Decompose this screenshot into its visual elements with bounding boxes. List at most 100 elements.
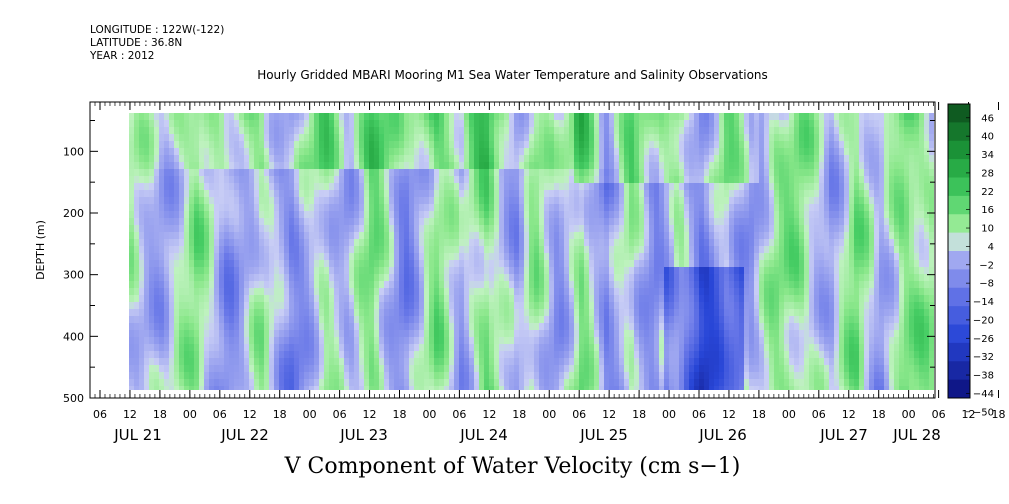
heatmap-cell (349, 281, 355, 289)
heatmap-cell (509, 211, 515, 219)
heatmap-cell (414, 274, 420, 282)
heatmap-cell (544, 288, 550, 296)
heatmap-cell (599, 176, 605, 184)
heatmap-cell (514, 358, 520, 366)
heatmap-cell (494, 113, 500, 121)
heatmap-cell (504, 386, 510, 390)
heatmap-cell (654, 190, 660, 198)
heatmap-cell (604, 134, 610, 142)
heatmap-cell (489, 225, 495, 233)
heatmap-cell (354, 288, 360, 296)
heatmap-cell (389, 113, 395, 121)
heatmap-cell (649, 141, 655, 149)
heatmap-cell (699, 260, 705, 268)
heatmap-cell (574, 365, 580, 373)
heatmap-cell (549, 288, 555, 296)
heatmap-cell (154, 225, 160, 233)
heatmap-cell (429, 183, 435, 191)
heatmap-cell (714, 176, 720, 184)
heatmap-cell (689, 162, 695, 170)
heatmap-cell (724, 225, 730, 233)
heatmap-cell (624, 239, 630, 247)
heatmap-cell (659, 225, 665, 233)
heatmap-cell (304, 120, 310, 128)
heatmap-cell (199, 204, 205, 212)
heatmap-cell (129, 183, 135, 191)
heatmap-cell (369, 337, 375, 345)
heatmap-cell (634, 113, 640, 121)
heatmap-cell (659, 204, 665, 212)
heatmap-cell (409, 344, 415, 352)
heatmap-cell (614, 351, 620, 359)
heatmap-cell (154, 190, 160, 198)
heatmap-cell (259, 302, 265, 310)
longitude-label: LONGITUDE : 122W(-122) (90, 24, 225, 36)
heatmap-cell (299, 176, 305, 184)
heatmap-cell (524, 183, 530, 191)
heatmap-cell (609, 323, 615, 331)
heatmap-cell (494, 253, 500, 261)
heatmap-cell (459, 225, 465, 233)
heatmap-cell (564, 316, 570, 324)
heatmap-cell (194, 148, 200, 156)
heatmap-cell (474, 141, 480, 149)
heatmap-cell (389, 134, 395, 142)
heatmap-cell (519, 218, 525, 226)
heatmap-cell (294, 316, 300, 324)
heatmap-cell (324, 267, 330, 275)
heatmap-cell (379, 288, 385, 296)
heatmap-cell (439, 365, 445, 373)
heatmap-cell (134, 386, 140, 390)
heatmap-cell (634, 183, 640, 191)
heatmap-cell (429, 204, 435, 212)
heatmap-cell (204, 162, 210, 170)
heatmap-cell (529, 316, 535, 324)
heatmap-cell (469, 288, 475, 296)
heatmap-cell (539, 274, 545, 282)
heatmap-cell (639, 218, 645, 226)
heatmap-cell (484, 337, 490, 345)
heatmap-cell (494, 183, 500, 191)
heatmap-cell (239, 274, 245, 282)
heatmap-cell (674, 316, 680, 324)
heatmap-cell (374, 113, 380, 121)
heatmap-cell (454, 113, 460, 121)
heatmap-cell (484, 169, 490, 177)
heatmap-cell (354, 379, 360, 387)
heatmap-cell (639, 267, 645, 275)
heatmap-cell (259, 239, 265, 247)
heatmap-cell (204, 190, 210, 198)
heatmap-cell (404, 176, 410, 184)
heatmap-cell (569, 197, 575, 205)
heatmap-cell (659, 372, 665, 380)
heatmap-cell (569, 204, 575, 212)
heatmap-cell (579, 281, 585, 289)
heatmap-cell (634, 288, 640, 296)
heatmap-cell (559, 323, 565, 331)
heatmap-cell (294, 183, 300, 191)
heatmap-cell (654, 141, 660, 149)
heatmap-cell (584, 176, 590, 184)
heatmap-cell (439, 113, 445, 121)
heatmap-cell (284, 344, 290, 352)
heatmap-cell (314, 351, 320, 359)
heatmap-cell (549, 211, 555, 219)
heatmap-cell (204, 337, 210, 345)
heatmap-cell (434, 365, 440, 373)
heatmap-cell (199, 155, 205, 163)
heatmap-cell (214, 309, 220, 317)
heatmap-cell (439, 232, 445, 240)
heatmap-cell (484, 372, 490, 380)
heatmap-cell (144, 141, 150, 149)
heatmap-cell (194, 113, 200, 121)
heatmap-cell (294, 246, 300, 254)
heatmap-cell (439, 372, 445, 380)
heatmap-cell (194, 372, 200, 380)
heatmap-cell (234, 225, 240, 233)
heatmap-cell (154, 253, 160, 261)
heatmap-cell (729, 281, 735, 289)
heatmap-cell (324, 372, 330, 380)
heatmap-cell (659, 365, 665, 373)
heatmap-cell (664, 190, 670, 198)
heatmap-cell (339, 267, 345, 275)
